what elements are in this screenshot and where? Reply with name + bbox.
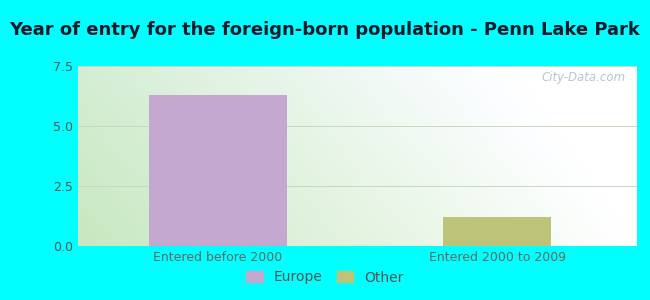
Text: Year of entry for the foreign-born population - Penn Lake Park: Year of entry for the foreign-born popul… [10,21,640,39]
Bar [149,95,287,246]
Legend: Europe, Other: Europe, Other [240,265,410,290]
Bar [443,217,551,246]
Text: City-Data.com: City-Data.com [541,71,626,84]
